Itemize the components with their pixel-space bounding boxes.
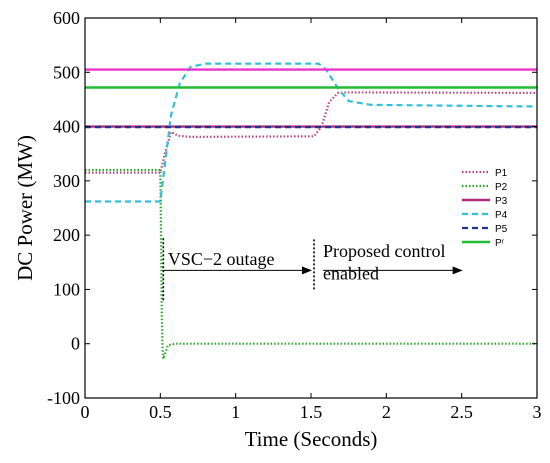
- y-tick-label: 0: [71, 334, 80, 354]
- y-tick-label: 300: [53, 171, 80, 191]
- annotation-text-2: enabled: [323, 264, 379, 284]
- annotation-text-1: Proposed control: [323, 241, 445, 261]
- plot-area: [85, 18, 537, 398]
- series-line-p1: [85, 91, 538, 174]
- x-axis-label: Time (Seconds): [245, 427, 378, 451]
- x-tick-label: 1: [231, 402, 240, 422]
- legend-label: P4: [495, 210, 508, 221]
- y-tick-label: 200: [53, 225, 80, 245]
- y-tick-label: 400: [53, 117, 80, 137]
- annotation-layer: VSC−2 outage Proposed control enabled: [162, 237, 463, 301]
- x-tick-label: 2: [382, 402, 391, 422]
- legend-label: P5: [495, 224, 508, 235]
- legend-label: P1: [495, 168, 508, 179]
- y-tick-label: -100: [47, 388, 80, 408]
- y-tick-label: 100: [53, 279, 80, 299]
- series-line-p4: [85, 62, 538, 203]
- legend: P1 P2 P3 P4 P5 Pʳ: [462, 168, 508, 249]
- y-tick-label: 500: [53, 62, 80, 82]
- legend-label: P2: [495, 182, 508, 193]
- legend-label: Pʳ: [495, 238, 505, 249]
- legend-label: P3: [495, 196, 508, 207]
- annotation-text-0: VSC−2 outage: [168, 249, 275, 269]
- x-tick-label: 0: [81, 402, 90, 422]
- y-tick-label: 600: [53, 8, 80, 28]
- y-axis-label: DC Power (MW): [13, 135, 37, 281]
- x-tick-label: 3: [533, 402, 542, 422]
- x-tick-label: 1.5: [300, 402, 323, 422]
- series-layer: [85, 62, 538, 360]
- x-tick-label: 0.5: [149, 402, 172, 422]
- x-tick-label: 2.5: [450, 402, 473, 422]
